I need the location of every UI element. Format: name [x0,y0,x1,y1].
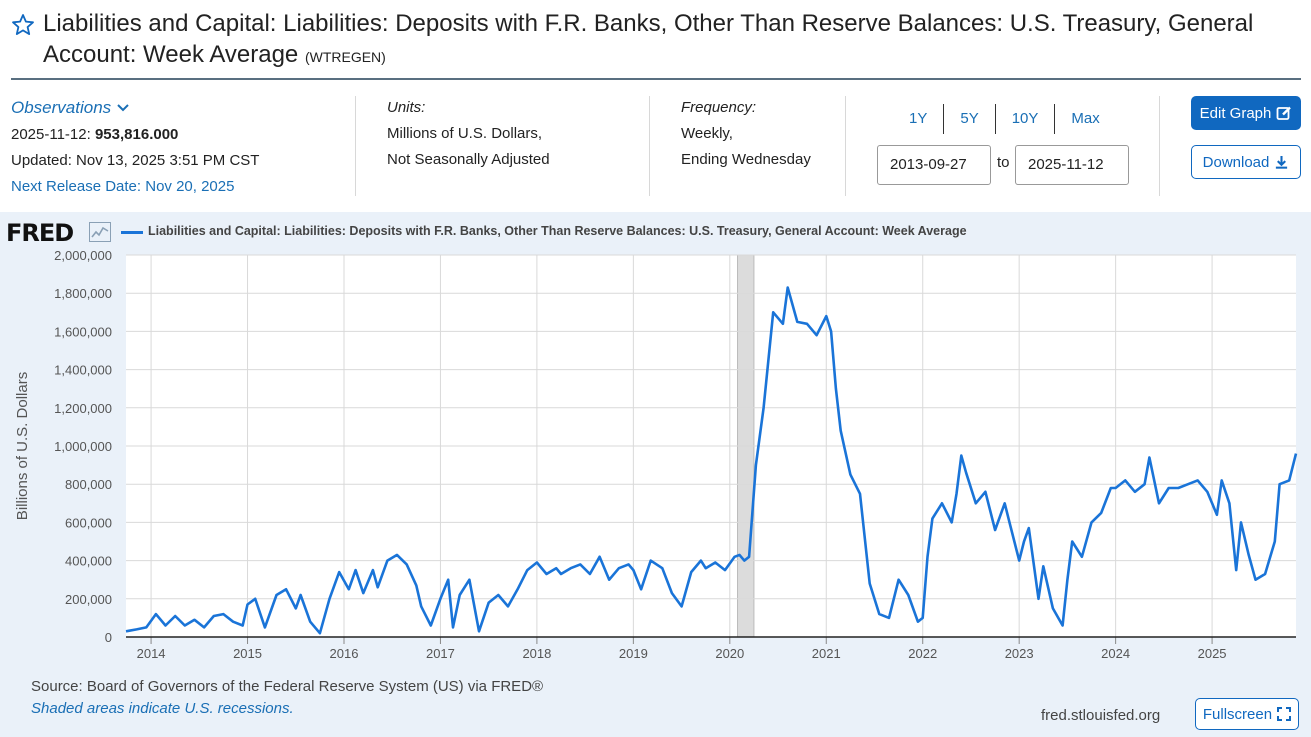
x-tick-label: 2022 [908,646,937,661]
frequency-label: Frequency: [681,99,757,116]
latest-observation-date: 2025-11-12: [11,126,91,143]
series-code: (WTREGEN) [304,49,386,65]
edit-icon [1276,106,1292,120]
x-tick-label: 2021 [812,646,841,661]
divider [355,96,356,196]
x-tick-label: 2024 [1101,646,1130,661]
x-tick-label: 2017 [426,646,455,661]
legend-label: Liabilities and Capital: Liabilities: De… [148,224,967,238]
download-icon [1276,155,1288,169]
x-tick-label: 2016 [330,646,359,661]
series-line [125,286,1298,635]
y-tick-label: 2,000,000 [54,248,112,263]
range-10y-button[interactable]: 10Y [994,104,1055,134]
series-title: Liabilities and Capital: Liabilities: De… [43,10,1254,68]
observations-dropdown[interactable]: Observations [11,95,131,121]
range-selector: 1Y 5Y 10Y Max [893,104,1116,134]
observations-label: Observations [11,98,112,117]
x-tick-label: 2018 [522,646,551,661]
y-tick-label: 0 [105,630,112,645]
chart: 0 200,000 400,000 600,000 800,000 1,000,000 1,… [14,248,1298,661]
x-tick-label: 2015 [233,646,262,661]
observations-block: Observations 2025-11-12: 953,816.000 Upd… [11,95,259,200]
x-tick-label: 2014 [137,646,166,661]
fullscreen-icon [1277,707,1292,721]
units-label: Units: [387,99,426,116]
x-tick-label: 2025 [1198,646,1227,661]
range-max-button[interactable]: Max [1054,104,1115,134]
chart-panel: FRED Liabilities and Capital: Liabilitie… [0,212,1311,737]
y-tick-label: 1,600,000 [54,324,112,339]
fullscreen-label: Fullscreen [1202,705,1273,723]
units-block: Units: Millions of U.S. Dollars, Not Sea… [387,95,550,173]
updated-text: Updated: Nov 13, 2025 3:51 PM CST [11,152,260,169]
edit-graph-button[interactable]: Edit Graph [1191,96,1301,130]
frequency-line1: Weekly, [681,125,733,142]
y-tick-label: 1,000,000 [54,439,112,454]
fullscreen-button[interactable]: Fullscreen [1195,698,1299,730]
y-tick-label: 1,200,000 [54,401,112,416]
fred-logo: FRED [6,219,74,247]
latest-observation-value: 953,816.000 [94,126,179,143]
start-date-input[interactable]: 2013-09-27 [877,145,991,185]
divider [649,96,650,196]
y-axis-label: Billions of U.S. Dollars [14,372,31,520]
title-divider [11,78,1301,80]
range-5y-button[interactable]: 5Y [943,104,994,134]
download-label: Download [1202,153,1270,171]
next-release-link[interactable]: Next Release Date: Nov 20, 2025 [11,178,235,195]
y-tick-label: 400,000 [65,554,112,569]
recession-note[interactable]: Shaded areas indicate U.S. recessions. [31,700,294,717]
y-tick-label: 1,400,000 [54,363,112,378]
divider [1159,96,1160,196]
edit-graph-label: Edit Graph [1199,104,1272,122]
legend-swatch [121,231,143,234]
range-1y-button[interactable]: 1Y [909,110,928,127]
end-date-input[interactable]: 2025-11-12 [1015,145,1129,185]
source-text: Source: Board of Governors of the Federa… [31,678,544,695]
frequency-block: Frequency: Weekly, Ending Wednesday [681,95,811,173]
date-to-label: to [997,154,1010,171]
units-line2: Not Seasonally Adjusted [387,151,550,168]
y-tick-label: 800,000 [65,477,112,492]
latest-observation: 2025-11-12: 953,816.000 [11,122,259,148]
page-title: Liabilities and Capital: Liabilities: De… [43,8,1301,73]
divider [845,96,846,196]
frequency-line2: Ending Wednesday [681,151,811,168]
star-icon[interactable] [11,13,35,37]
fred-graph-icon [89,222,111,242]
download-button[interactable]: Download [1191,145,1301,179]
x-tick-label: 2020 [715,646,744,661]
title-row: Liabilities and Capital: Liabilities: De… [11,8,1301,73]
units-line1: Millions of U.S. Dollars, [387,125,543,142]
y-tick-label: 200,000 [65,592,112,607]
x-tick-label: 2019 [619,646,648,661]
chevron-down-icon [117,104,129,112]
fred-url: fred.stlouisfed.org [1041,707,1161,724]
y-tick-label: 600,000 [65,515,112,530]
x-tick-label: 2023 [1005,646,1034,661]
y-tick-label: 1,800,000 [54,286,112,301]
